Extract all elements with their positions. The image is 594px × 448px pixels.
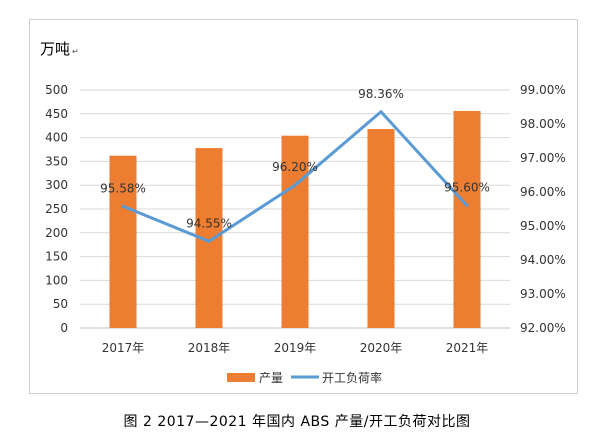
x-tick-label: 2019年 — [274, 341, 317, 355]
left-tick-label: 300 — [45, 178, 68, 192]
unit-text: 万吨 — [40, 40, 71, 58]
line-series — [121, 110, 469, 243]
left-tick-label: 350 — [45, 154, 68, 168]
unit-label: 万吨 ↵ — [40, 38, 79, 59]
line-point — [465, 204, 469, 208]
unit-mark: ↵ — [72, 47, 79, 56]
right-tick-label: 94.00% — [520, 253, 566, 267]
left-tick-label: 100 — [45, 273, 68, 287]
x-tick-label: 2020年 — [360, 341, 403, 355]
right-tick-label: 93.00% — [520, 287, 566, 301]
x-axis-ticks: 2017年 2018年 2019年 2020年 2021年 — [102, 341, 489, 355]
left-tick-label: 500 — [45, 83, 68, 97]
x-tick-label: 2018年 — [188, 341, 231, 355]
data-label: 96.20% — [272, 160, 318, 174]
left-tick-label: 250 — [45, 202, 68, 216]
line-point — [207, 239, 211, 243]
line-point — [121, 204, 125, 208]
right-tick-label: 95.00% — [520, 219, 566, 233]
left-tick-label: 150 — [45, 250, 68, 264]
line-point — [379, 110, 383, 114]
left-axis-ticks: 0 50 100 150 200 250 300 350 400 450 500 — [45, 83, 68, 335]
right-tick-label: 92.00% — [520, 321, 566, 335]
right-tick-label: 96.00% — [520, 185, 566, 199]
data-label: 95.58% — [100, 181, 146, 195]
left-tick-label: 200 — [45, 226, 68, 240]
bars — [109, 110, 481, 328]
legend-line-label: 开工负荷率 — [322, 370, 382, 385]
data-label: 95.60% — [444, 181, 490, 195]
legend-bar-swatch — [227, 373, 255, 382]
data-labels: 95.58% 94.55% 96.20% 98.36% 95.60% — [100, 87, 490, 231]
data-label: 98.36% — [358, 87, 404, 101]
left-tick-label: 450 — [45, 107, 68, 121]
bar — [281, 135, 309, 328]
x-tick-label: 2021年 — [446, 341, 489, 355]
right-tick-label: 98.00% — [520, 117, 566, 131]
bar — [109, 155, 137, 328]
figure-caption: 图 2 2017—2021 年国内 ABS 产量/开工负荷对比图 — [123, 414, 471, 430]
left-tick-label: 400 — [45, 131, 68, 145]
line-point — [293, 183, 297, 187]
data-label: 94.55% — [186, 216, 232, 230]
legend: 产量 开工负荷率 — [227, 370, 382, 385]
right-axis-ticks: 92.00% 93.00% 94.00% 95.00% 96.00% 97.00% 98.0… — [520, 83, 566, 335]
bar — [367, 129, 395, 328]
right-tick-label: 97.00% — [520, 151, 566, 165]
legend-bar-label: 产量 — [259, 371, 283, 385]
left-tick-label: 0 — [60, 321, 68, 335]
bar — [453, 110, 481, 328]
left-tick-label: 50 — [53, 297, 68, 311]
x-tick-label: 2017年 — [102, 341, 145, 355]
right-tick-label: 99.00% — [520, 83, 566, 97]
